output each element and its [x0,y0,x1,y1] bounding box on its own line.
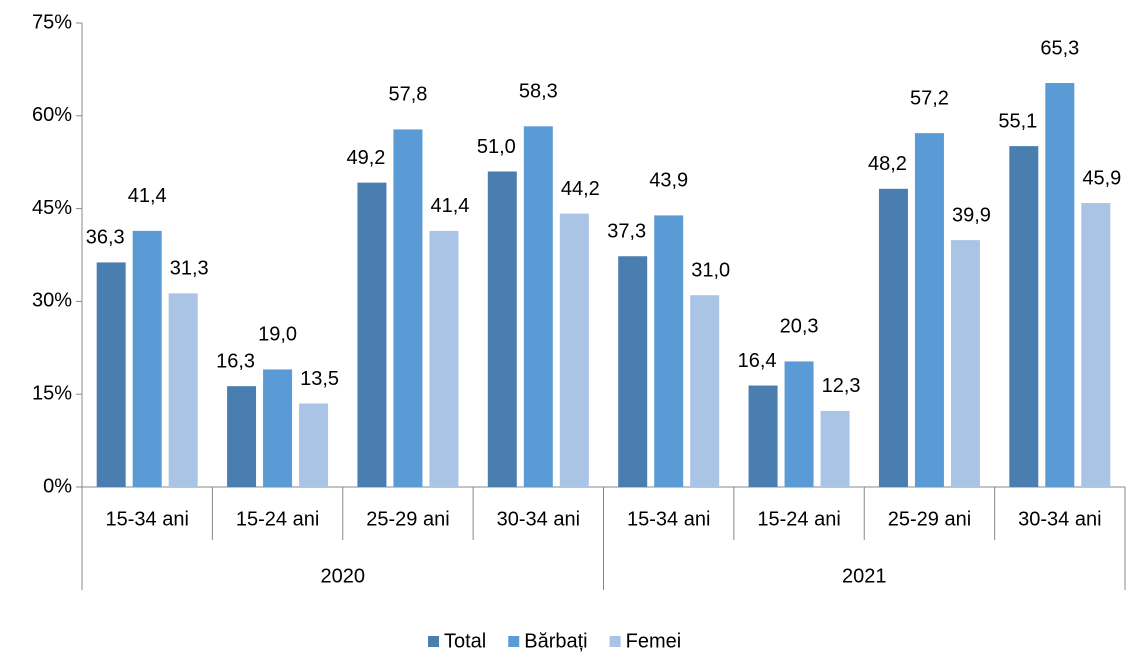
bar [820,410,850,487]
value-label: 55,1 [998,110,1037,132]
value-label: 16,4 [738,350,777,372]
value-label: 41,4 [128,185,167,207]
bar [784,361,814,487]
bar [1009,146,1039,487]
value-label: 43,9 [649,170,688,192]
value-label: 65,3 [1040,37,1079,59]
x-tick-label: 30-34 ani [497,508,580,530]
x-tick-label: 15-34 ani [105,508,188,530]
value-label: 45,9 [1082,167,1121,189]
bar [393,129,423,488]
legend-label: Bărbați [524,630,587,652]
bar [950,240,980,487]
y-tick-label: 75% [32,11,72,33]
x-tick-label: 30-34 ani [1018,508,1101,530]
value-label: 31,0 [691,259,730,281]
value-label: 48,2 [868,153,907,175]
bar [357,182,387,487]
bar [299,403,329,487]
x-tick-label: 25-29 ani [888,508,971,530]
y-tick-label: 60% [32,104,72,126]
value-label: 13,5 [300,368,339,390]
value-label: 19,0 [258,324,297,346]
bar [748,385,778,487]
y-tick-label: 0% [43,475,72,497]
value-label: 51,0 [477,136,516,158]
value-label: 57,2 [910,87,949,109]
value-label: 39,9 [952,204,991,226]
y-tick-label: 15% [32,382,72,404]
value-label: 16,3 [216,350,255,372]
bar [227,386,257,487]
bar [168,293,198,487]
legend-swatch [609,636,621,647]
legend-swatch [508,636,520,647]
bar [914,133,944,487]
value-label: 12,3 [822,375,861,397]
value-label: 31,3 [170,258,209,280]
bar [690,295,720,487]
group-label: 2020 [321,565,366,587]
y-tick-label: 45% [32,197,72,219]
bar [429,230,459,487]
bar [618,256,648,487]
x-tick-label: 25-29 ani [366,508,449,530]
legend-label: Total [444,630,486,652]
bar [263,369,293,487]
bar [1045,83,1075,487]
value-label: 58,3 [519,81,558,103]
value-label: 37,3 [607,221,646,243]
x-tick-label: 15-24 ani [236,508,319,530]
value-label: 57,8 [388,84,427,106]
x-tick-label: 15-24 ani [757,508,840,530]
y-tick-label: 30% [32,290,72,312]
value-label: 49,2 [346,147,385,169]
bar [523,126,553,488]
value-label: 41,4 [430,195,469,217]
bar [1081,203,1111,488]
value-label: 36,3 [86,227,125,249]
bar [559,213,589,488]
bar [654,215,684,487]
legend-label: Femei [626,630,682,652]
x-tick-label: 15-34 ani [627,508,710,530]
legend-swatch [428,636,439,647]
bar [132,230,162,487]
value-label: 44,2 [561,178,600,200]
value-label: 20,3 [780,316,819,338]
bar [96,262,126,487]
group-label: 2021 [842,565,887,587]
bar [487,171,517,488]
bar [878,188,908,487]
